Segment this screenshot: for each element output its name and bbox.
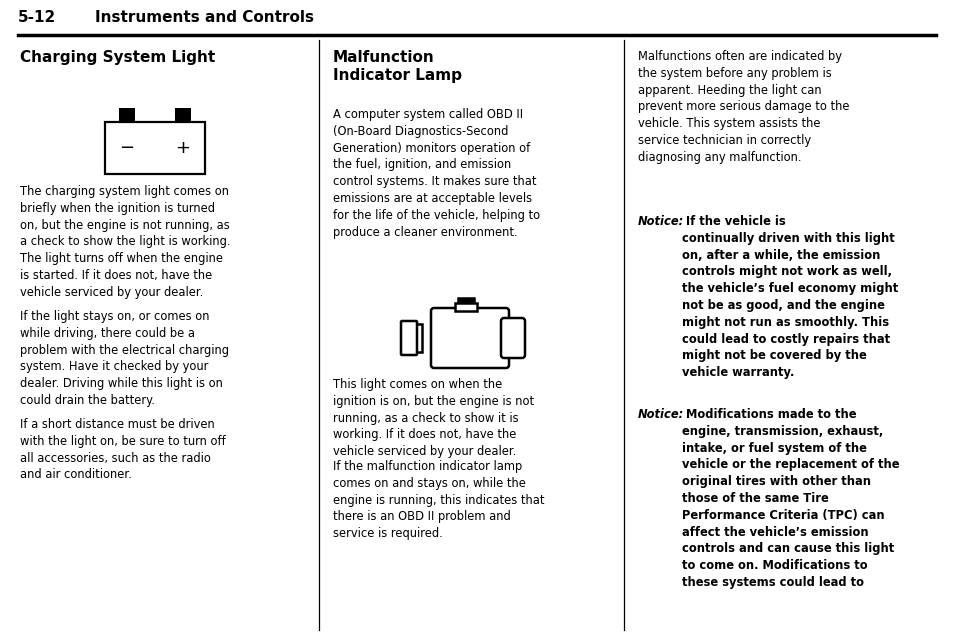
- Text: Modifications made to the
engine, transmission, exhaust,
intake, or fuel system : Modifications made to the engine, transm…: [681, 408, 899, 589]
- FancyBboxPatch shape: [431, 308, 509, 368]
- Text: Instruments and Controls: Instruments and Controls: [95, 10, 314, 25]
- Bar: [406, 350, 416, 356]
- Text: If a short distance must be driven
with the light on, be sure to turn off
all ac: If a short distance must be driven with …: [20, 418, 226, 482]
- Bar: [461, 298, 470, 303]
- Text: If the light stays on, or comes on
while driving, there could be a
problem with : If the light stays on, or comes on while…: [20, 310, 229, 407]
- Text: Notice:: Notice:: [638, 408, 683, 421]
- Text: Notice:: Notice:: [638, 215, 683, 228]
- Text: −: −: [119, 139, 134, 157]
- Text: Malfunctions often are indicated by
the system before any problem is
apparent. H: Malfunctions often are indicated by the …: [638, 50, 848, 164]
- Bar: [174, 108, 191, 123]
- Text: 5-12: 5-12: [18, 10, 56, 25]
- Bar: [105, 122, 205, 174]
- Text: Charging System Light: Charging System Light: [20, 50, 215, 65]
- Text: The charging system light comes on
briefly when the ignition is turned
on, but t: The charging system light comes on brief…: [20, 185, 231, 299]
- Bar: [406, 320, 416, 326]
- Text: Malfunction
Indicator Lamp: Malfunction Indicator Lamp: [333, 50, 461, 83]
- Text: If the malfunction indicator lamp
comes on and stays on, while the
engine is run: If the malfunction indicator lamp comes …: [333, 460, 544, 540]
- FancyBboxPatch shape: [400, 321, 416, 355]
- FancyBboxPatch shape: [500, 318, 524, 358]
- Bar: [416, 324, 421, 352]
- Text: +: +: [175, 139, 191, 157]
- Bar: [455, 303, 476, 311]
- Bar: [457, 298, 474, 301]
- Text: This light comes on when the
ignition is on, but the engine is not
running, as a: This light comes on when the ignition is…: [333, 378, 534, 458]
- Text: If the vehicle is
continually driven with this light
on, after a while, the emis: If the vehicle is continually driven wit…: [681, 215, 898, 379]
- Bar: [119, 108, 135, 123]
- Text: A computer system called OBD II
(On-Board Diagnostics-Second
Generation) monitor: A computer system called OBD II (On-Boar…: [333, 108, 539, 239]
